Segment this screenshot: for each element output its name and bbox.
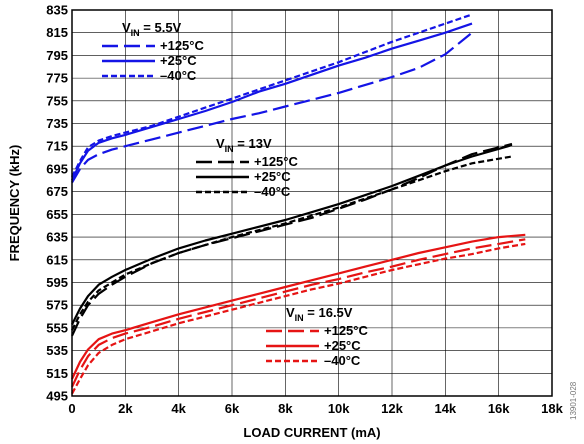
series-line	[71, 13, 473, 178]
series-line	[71, 233, 526, 380]
legend-label: +125°C	[160, 38, 204, 53]
legend-title: VIN = 16.5V	[286, 305, 353, 323]
x-tick-label: 14k	[434, 401, 456, 416]
x-tick-label: 8k	[278, 401, 293, 416]
y-tick-label: 815	[46, 25, 68, 40]
y-tick-label: 515	[46, 366, 68, 381]
y-tick-label: 755	[46, 93, 68, 108]
y-tick-label: 735	[46, 116, 68, 131]
tick-labels: 495 515 535 555 575 595 615 635 655 675 695 715 735 7…	[46, 3, 563, 417]
series-line	[71, 242, 526, 395]
series-line	[71, 144, 513, 325]
y-tick-label: 655	[46, 207, 68, 222]
figure-code: 13901-028	[569, 381, 578, 420]
x-tick-label: 12k	[381, 401, 403, 416]
series-line	[71, 238, 526, 388]
y-tick-label: 695	[46, 161, 68, 176]
legend-group: VIN = 5.5V+125°C+25°C–40°C	[102, 20, 204, 83]
legend-title: VIN = 5.5V	[122, 20, 182, 38]
series-line	[71, 31, 473, 184]
legend-label: +25°C	[254, 169, 291, 184]
legend-label: +25°C	[160, 53, 197, 68]
x-tick-label: 0	[68, 401, 75, 416]
x-tick-label: 16k	[488, 401, 510, 416]
x-tick-label: 10k	[328, 401, 350, 416]
x-tick-label: 6k	[225, 401, 240, 416]
legend-label: –40°C	[324, 353, 361, 368]
y-tick-label: 715	[46, 139, 68, 154]
legend-label: +125°C	[324, 323, 368, 338]
series-layer	[71, 13, 526, 395]
legend-label: –40°C	[254, 184, 291, 199]
legend-label: +25°C	[324, 338, 361, 353]
x-axis-label: LOAD CURRENT (mA)	[243, 425, 380, 440]
series-line	[71, 142, 513, 337]
y-tick-label: 555	[46, 320, 68, 335]
y-tick-label: 575	[46, 298, 68, 313]
y-tick-label: 635	[46, 230, 68, 245]
y-tick-label: 495	[46, 389, 68, 404]
series-line	[71, 155, 513, 331]
legend-label: +125°C	[254, 154, 298, 169]
series-line	[71, 22, 473, 181]
y-tick-label: 595	[46, 275, 68, 290]
y-tick-label: 775	[46, 71, 68, 86]
y-axis-label: FREQUENCY (kHz)	[7, 145, 22, 262]
x-tick-label: 4k	[171, 401, 186, 416]
grid	[71, 9, 553, 397]
legend-title: VIN = 13V	[216, 136, 272, 154]
y-tick-label: 615	[46, 252, 68, 267]
y-tick-label: 535	[46, 343, 68, 358]
x-tick-label: 2k	[118, 401, 133, 416]
plot-frame	[71, 9, 553, 397]
legend-group: VIN = 16.5V+125°C+25°C–40°C	[266, 305, 368, 368]
x-tick-label: 18k	[541, 401, 563, 416]
y-tick-label: 795	[46, 48, 68, 63]
legend-label: –40°C	[160, 68, 197, 83]
legend-group: VIN = 13V+125°C+25°C–40°C	[196, 136, 298, 199]
y-tick-label: 675	[46, 184, 68, 199]
y-tick-label: 835	[46, 3, 68, 18]
